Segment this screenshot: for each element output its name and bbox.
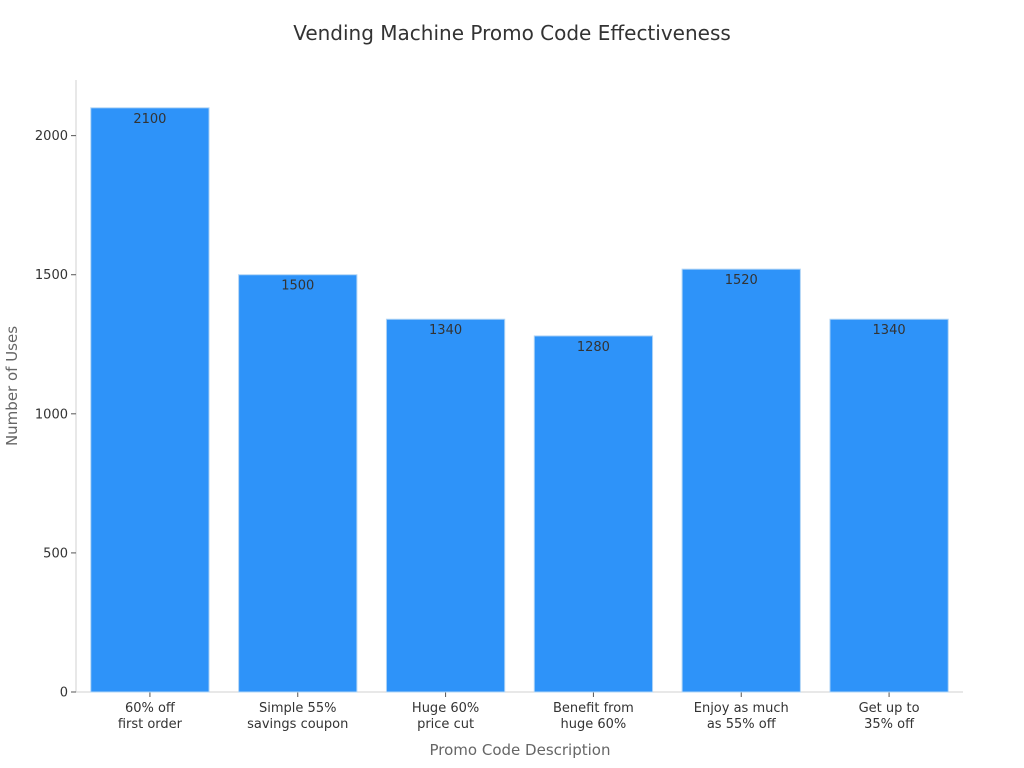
x-tick-label: Huge 60% price cut xyxy=(412,701,479,732)
bar xyxy=(681,268,801,693)
x-tick-label: Enjoy as much as 55% off xyxy=(694,701,789,732)
bar xyxy=(238,274,358,693)
y-axis-title: Number of Uses xyxy=(3,326,21,446)
x-tick-label: Get up to 35% off xyxy=(859,701,920,732)
bars-group xyxy=(90,107,949,693)
bar-value-label: 1280 xyxy=(577,340,610,355)
y-tick-label: 500 xyxy=(43,546,68,561)
y-tick-label: 2000 xyxy=(35,129,68,144)
bar xyxy=(829,318,949,693)
x-axis-title: Promo Code Description xyxy=(430,741,611,759)
y-tick-label: 1000 xyxy=(35,407,68,422)
bar xyxy=(90,107,210,693)
bar-value-label: 1340 xyxy=(429,323,462,338)
y-axis: 0 500 1000 1500 2000 xyxy=(35,80,77,701)
x-tick-label: 60% off first order xyxy=(118,701,183,732)
bar xyxy=(385,318,506,693)
bar-value-label: 2100 xyxy=(133,112,166,127)
y-tick-label: 0 xyxy=(60,686,68,701)
chart-title: Vending Machine Promo Code Effectiveness xyxy=(293,21,731,45)
bar xyxy=(533,335,654,693)
x-axis: 60% off first order Simple 55% savings coup… xyxy=(76,691,963,732)
bar-value-label: 1520 xyxy=(725,273,758,288)
data-labels-group: 2100 1500 1340 1280 1520 1340 xyxy=(133,112,905,355)
bar-value-label: 1500 xyxy=(281,279,314,294)
y-tick-label: 1500 xyxy=(35,268,68,283)
x-tick-label: Simple 55% savings coupon xyxy=(247,701,348,732)
bar-value-label: 1340 xyxy=(873,323,906,338)
x-tick-label: Benefit from huge 60% xyxy=(553,701,634,732)
